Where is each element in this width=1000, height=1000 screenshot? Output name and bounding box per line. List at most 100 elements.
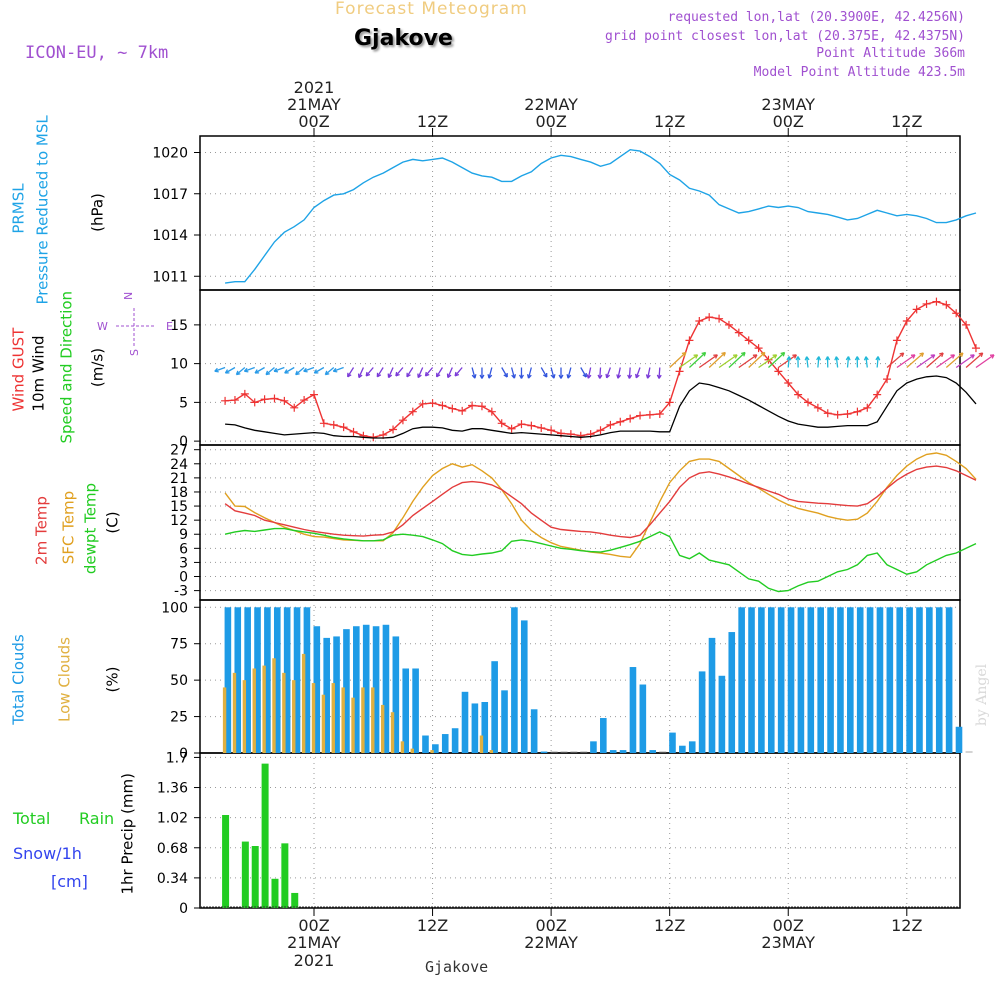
bottom-day-label: 22MAY <box>524 933 578 952</box>
wind-arrow-head <box>786 356 792 361</box>
low-cloud-bar <box>222 687 227 753</box>
wind-arrow <box>758 354 777 369</box>
total-cloud-bar <box>333 636 340 753</box>
watermark: by Angel <box>974 663 990 727</box>
gust-marker <box>329 420 338 429</box>
gust-marker <box>576 431 585 440</box>
wind-arrow-head <box>635 373 640 379</box>
total-cloud-bar <box>767 607 775 753</box>
top-time-label: 12Z <box>417 112 448 131</box>
total-cloud-bar <box>856 607 864 753</box>
wind-arrow <box>679 354 698 369</box>
top-time-label: 12Z <box>654 112 685 131</box>
y-tick-label: 10 <box>170 357 188 373</box>
wind-arrow-head <box>542 373 548 378</box>
y-tick-label: 1020 <box>152 146 188 162</box>
top-time-label: 00Z <box>773 112 804 131</box>
total-cloud-bar <box>511 607 518 753</box>
wind-arrow <box>876 356 879 368</box>
total-cloud-bar <box>451 728 459 753</box>
wind10m-label: 10m Wind <box>29 335 48 412</box>
top-year-label: 2021 <box>294 78 335 97</box>
wind-arrow-head <box>752 354 758 359</box>
wind-arrow <box>235 367 246 376</box>
low-cloud-bar <box>479 735 484 753</box>
y-tick-label: 0 <box>179 434 188 450</box>
total-cloud-bar <box>254 607 261 753</box>
wind-arrow <box>333 366 344 372</box>
wind-arrow-head <box>899 352 905 358</box>
gust-marker <box>971 344 980 353</box>
gust-marker <box>724 320 733 329</box>
wind-arrow <box>244 366 255 372</box>
gust-marker <box>665 398 674 407</box>
wind-arrow <box>945 352 964 368</box>
wind-arrow-head <box>780 351 786 357</box>
wind-arrow <box>214 366 226 372</box>
total-cloud-bar <box>382 624 390 753</box>
low-cloud-bar <box>252 668 256 753</box>
total-cloud-bar <box>886 607 894 753</box>
wind-arrow-head <box>558 374 564 379</box>
wind-arrow-head <box>863 356 869 361</box>
total-cloud-bar <box>481 702 489 753</box>
wind-arrow-head <box>834 356 840 361</box>
wind-arrow-head <box>816 356 822 361</box>
gust-marker <box>359 431 368 440</box>
model-altitude: Model Point Altitude 423.5m <box>753 65 965 80</box>
wind-arrow <box>540 367 548 378</box>
sfc-label: SFC Temp <box>59 490 78 565</box>
rain-bar <box>241 841 249 908</box>
total-cloud-bar <box>471 703 479 753</box>
low-cloud-bar <box>430 750 434 753</box>
wind-arrow-head <box>357 373 363 379</box>
grid-coords: grid point closest lon,lat (20.375E, 42.… <box>604 29 965 44</box>
low-cloud-bar <box>390 712 395 753</box>
y-tick-label: 0.68 <box>157 841 188 857</box>
low-cloud-bar <box>351 697 355 753</box>
wind-arrow <box>314 366 325 374</box>
total-cloud-bar <box>649 750 657 753</box>
total-cloud-bar <box>777 607 785 753</box>
wind-arrow-head <box>446 373 452 379</box>
total-cloud-bar <box>303 607 311 753</box>
top-time-label: 00Z <box>298 112 329 131</box>
gust-marker <box>804 398 812 407</box>
wind-arrow <box>748 352 766 368</box>
snow-unit-label: [cm] <box>51 872 88 891</box>
total-cloud-bar <box>817 607 824 753</box>
wind-arrow-head <box>224 369 230 374</box>
wind-arrow-head <box>526 374 532 379</box>
t2m-line <box>224 465 977 539</box>
total-cloud-bar <box>807 607 815 753</box>
wind-arrow-head <box>875 356 881 361</box>
wind-arrow <box>768 352 786 368</box>
total-cloud-bar <box>619 750 627 753</box>
hpa-unit: (hPa) <box>88 193 107 232</box>
location-title: Gjakove <box>354 26 453 51</box>
wind-arrow <box>646 367 651 379</box>
wind-arrow-head <box>616 374 622 379</box>
wind-arrow-head <box>471 374 477 379</box>
total-cloud-bar <box>264 607 271 753</box>
gust-marker <box>527 421 536 430</box>
point-altitude: Point Altitude 366m <box>816 46 965 61</box>
total-cloud-bar <box>293 607 301 753</box>
gust-marker <box>912 305 921 314</box>
gust-marker <box>863 403 872 412</box>
total-cloud-bar <box>797 607 805 753</box>
total-cloud-bar <box>540 751 548 753</box>
gust-marker <box>230 396 239 405</box>
gust-marker <box>853 407 862 416</box>
total-clouds-label: Total Clouds <box>9 634 28 725</box>
gust-marker <box>843 410 852 418</box>
prmsl-label: PRMSL <box>9 183 28 234</box>
y-tick-label: 3 <box>179 555 188 571</box>
total-cloud-bar <box>688 741 696 753</box>
gust-marker <box>705 313 714 322</box>
wind-arrow-head <box>741 351 746 357</box>
total-cloud-bar <box>412 668 419 753</box>
wind-arrow <box>718 354 738 369</box>
wind-arrow <box>628 367 631 379</box>
